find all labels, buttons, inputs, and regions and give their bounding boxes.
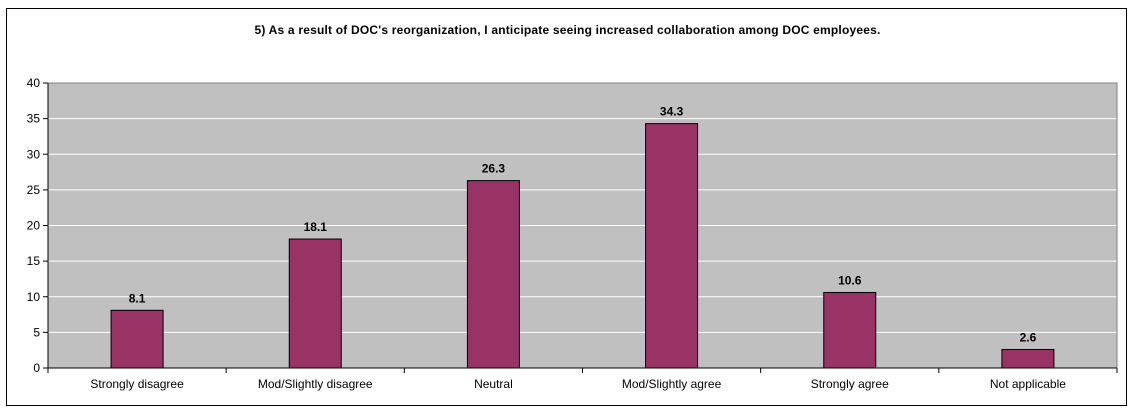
y-tick-labels: 0 5 10 15 20 25 30 35 40 (27, 76, 41, 375)
data-label: 8.1 (129, 291, 146, 305)
bar-2 (466, 180, 520, 369)
x-tick-label: Not applicable (990, 377, 1066, 391)
y-tick-label: 35 (27, 112, 41, 126)
axes (43, 82, 1118, 373)
x-tick-label: Mod/Slightly disagree (258, 377, 373, 391)
y-tick-label: 25 (27, 183, 41, 197)
bar-1 (288, 238, 342, 369)
y-tick-label: 5 (33, 325, 40, 339)
y-tick-label: 15 (27, 254, 41, 268)
data-label: 2.6 (1020, 330, 1037, 344)
chart-title: 5) As a result of DOC's reorganization, … (254, 23, 881, 37)
data-label: 34.3 (660, 105, 684, 119)
y-tick-label: 20 (27, 219, 41, 233)
data-label: 18.1 (304, 220, 328, 234)
x-tick-label: Strongly disagree (90, 377, 184, 391)
y-tick-label: 0 (33, 361, 40, 375)
y-tick-label: 10 (27, 290, 41, 304)
data-label: 10.6 (838, 273, 862, 287)
x-tick-label: Mod/Slightly agree (622, 377, 722, 391)
bar-3 (645, 123, 699, 369)
x-tick-label: Strongly agree (811, 377, 889, 391)
y-tick-label: 40 (27, 76, 41, 90)
x-tick-label: Neutral (474, 377, 513, 391)
x-tick-labels: Strongly disagree Mod/Slightly disagree Ne… (90, 377, 1066, 391)
data-labels: 8.1 18.1 26.3 34.3 10.6 2.6 (129, 105, 1037, 345)
data-label: 26.3 (482, 162, 506, 176)
bar-0 (110, 309, 164, 369)
bar-5 (1001, 348, 1055, 369)
bars (110, 123, 1055, 369)
bar-4 (823, 291, 877, 369)
y-tick-label: 30 (27, 147, 41, 161)
